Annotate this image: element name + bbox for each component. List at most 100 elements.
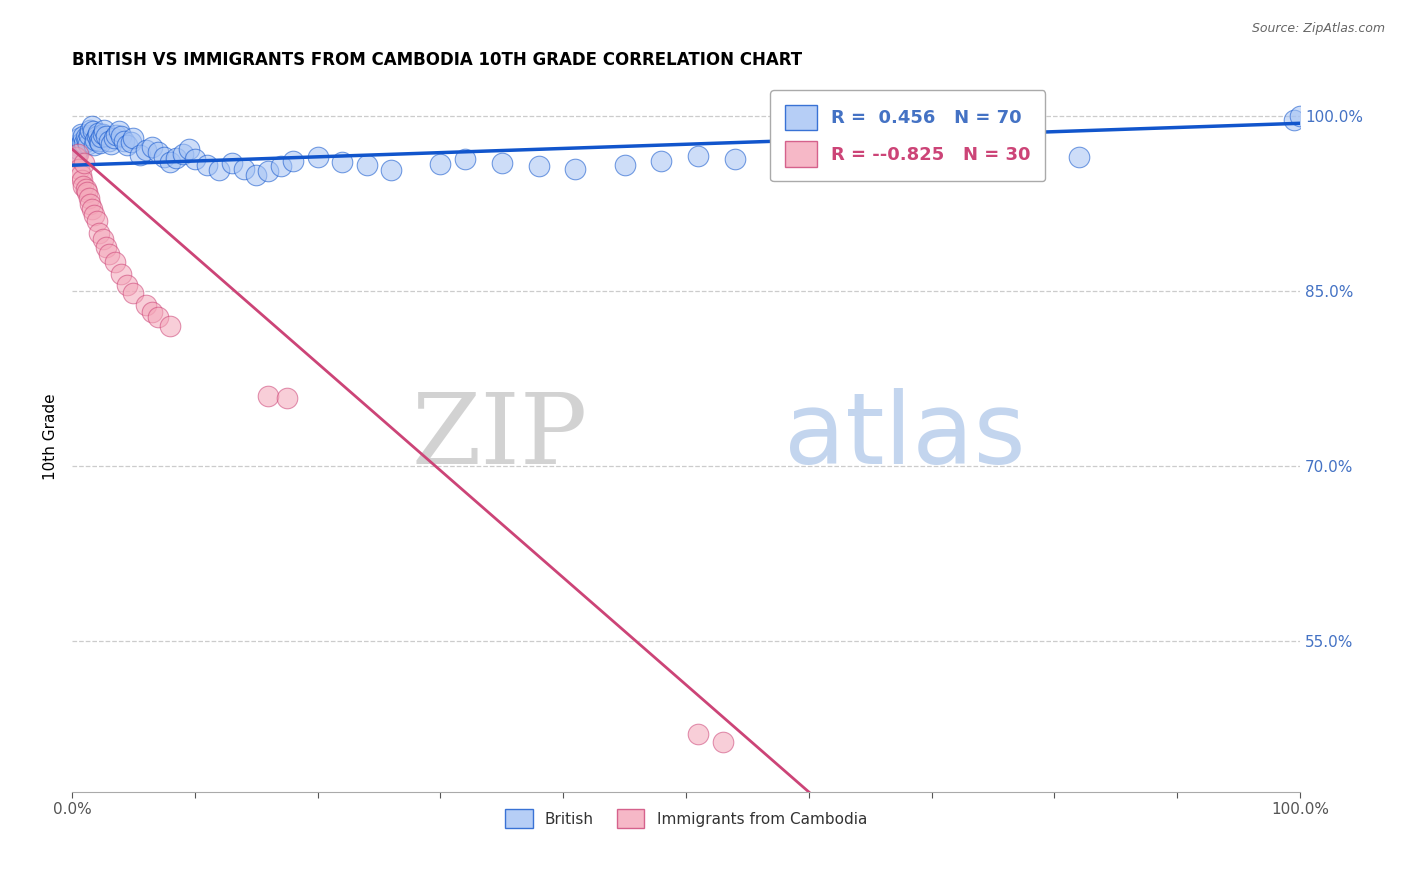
Point — [70, 135, 93, 149]
Point — [87, 126, 110, 140]
Point — [80, 202, 103, 217]
Point — [454, 153, 477, 167]
Point — [195, 158, 218, 172]
Point — [159, 318, 181, 333]
Point — [117, 138, 139, 153]
Point — [724, 153, 747, 167]
Point — [67, 146, 90, 161]
Point — [69, 127, 91, 141]
Point — [1289, 109, 1312, 123]
Point — [120, 135, 142, 149]
Point — [153, 150, 176, 164]
Point — [103, 131, 125, 145]
Point — [110, 129, 132, 144]
Point — [141, 139, 163, 153]
Point — [146, 145, 169, 160]
Point — [135, 143, 157, 157]
Point — [307, 150, 329, 164]
Point — [380, 162, 402, 177]
Point — [146, 310, 169, 324]
Text: BRITISH VS IMMIGRANTS FROM CAMBODIA 10TH GRADE CORRELATION CHART: BRITISH VS IMMIGRANTS FROM CAMBODIA 10TH… — [72, 51, 803, 69]
Point — [159, 154, 181, 169]
Point — [122, 131, 145, 145]
Point — [90, 130, 112, 145]
Point — [281, 153, 304, 168]
Point — [356, 158, 378, 172]
Point — [613, 158, 636, 172]
Text: Source: ZipAtlas.com: Source: ZipAtlas.com — [1251, 22, 1385, 36]
Point — [122, 286, 145, 301]
Point — [112, 134, 135, 148]
Point — [79, 196, 101, 211]
Point — [87, 226, 110, 240]
Point — [100, 137, 122, 152]
Point — [69, 168, 91, 182]
Point — [97, 134, 120, 148]
Point — [128, 147, 150, 161]
Point — [184, 153, 207, 167]
Point — [72, 179, 94, 194]
Point — [82, 124, 104, 138]
Point — [135, 298, 157, 312]
Text: ZIP: ZIP — [412, 389, 588, 484]
Point — [105, 128, 128, 142]
Point — [96, 129, 118, 144]
Point — [70, 173, 93, 187]
Point — [77, 191, 100, 205]
Point — [86, 129, 108, 144]
Point — [67, 131, 90, 145]
Point — [65, 150, 87, 164]
Point — [76, 134, 98, 148]
Point — [1067, 150, 1090, 164]
Point — [75, 181, 97, 195]
Point — [89, 136, 111, 150]
Point — [245, 168, 267, 182]
Point — [1282, 112, 1305, 127]
Point — [73, 156, 96, 170]
Point — [67, 142, 90, 156]
Point — [276, 391, 298, 405]
Point — [110, 267, 132, 281]
Point — [650, 153, 672, 168]
Point — [73, 136, 96, 150]
Point — [93, 123, 115, 137]
Point — [177, 142, 200, 156]
Point — [107, 124, 129, 138]
Point — [257, 389, 280, 403]
Point — [87, 134, 110, 148]
Point — [104, 255, 127, 269]
Text: atlas: atlas — [785, 388, 1026, 485]
Y-axis label: 10th Grade: 10th Grade — [44, 393, 58, 480]
Point — [91, 232, 114, 246]
Point — [172, 146, 194, 161]
Point — [75, 130, 97, 145]
Point — [83, 208, 105, 222]
Point — [208, 162, 231, 177]
Point — [688, 727, 710, 741]
Point — [232, 161, 254, 176]
Point — [330, 154, 353, 169]
Point — [86, 214, 108, 228]
Point — [67, 161, 90, 176]
Point — [141, 305, 163, 319]
Point — [79, 123, 101, 137]
Point — [77, 128, 100, 142]
Point — [77, 137, 100, 152]
Point — [711, 735, 734, 749]
Point — [688, 149, 710, 163]
Point — [65, 138, 87, 153]
Point — [66, 146, 89, 161]
Point — [270, 160, 292, 174]
Point — [117, 278, 139, 293]
Point — [76, 185, 98, 199]
Point — [429, 157, 451, 171]
Point — [221, 156, 243, 170]
Point — [72, 129, 94, 144]
Point — [527, 160, 550, 174]
Point — [80, 119, 103, 133]
Point — [491, 156, 513, 170]
Point — [257, 164, 280, 178]
Point — [84, 132, 107, 146]
Point — [91, 127, 114, 141]
Point — [97, 246, 120, 260]
